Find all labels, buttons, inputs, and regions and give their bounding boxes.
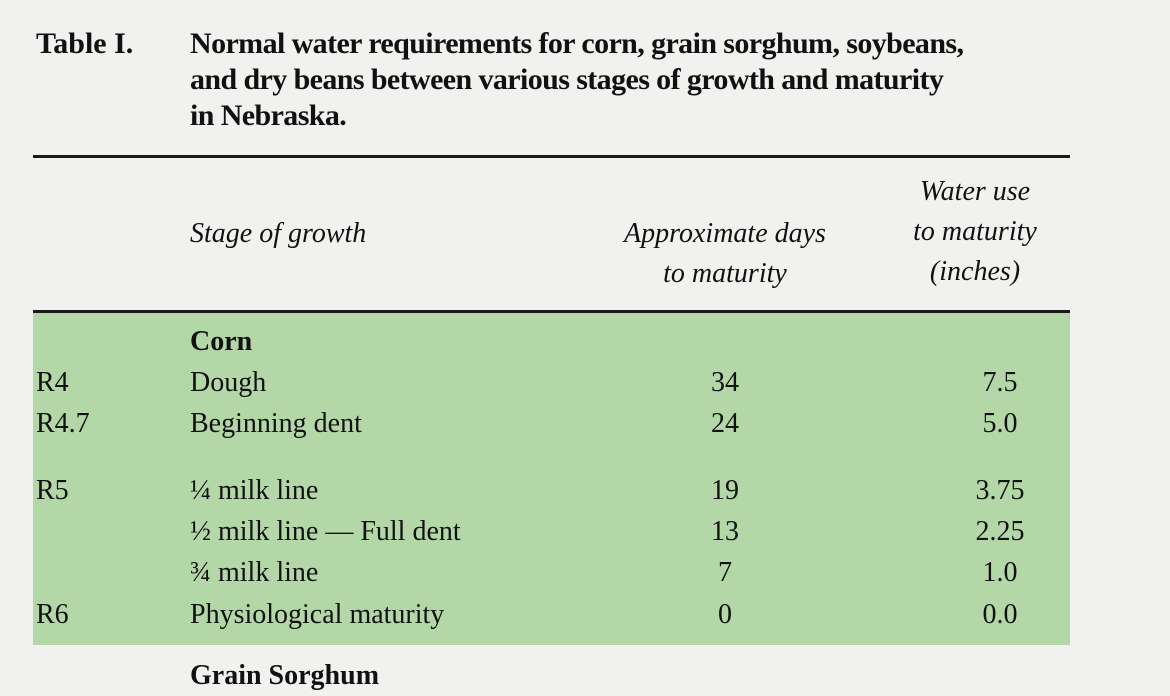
water-value: 5.0 [982, 408, 1018, 439]
next-group-title-partial: Grain Sorghum [190, 660, 380, 691]
group-title: Corn [190, 326, 253, 357]
days-value: 13 [711, 516, 739, 547]
table-caption-label: Table I. [36, 27, 134, 60]
table-row: R4.7 Beginning dent 24 5.0 [0, 403, 1170, 445]
header-stage: Stage of growth [190, 218, 367, 249]
table-row: R4 Dough 34 7.5 [0, 362, 1170, 404]
stage-name: Physiological maturity [190, 599, 445, 630]
stage-name: ¾ milk line [190, 557, 319, 588]
stage-name: ½ milk line — Full dent [190, 516, 461, 547]
stage-name: Dough [190, 367, 267, 398]
header-water: Water use to maturity (inches) [880, 172, 1070, 292]
stage-name: ¼ milk line [190, 475, 319, 506]
water-value: 3.75 [975, 475, 1025, 506]
water-value: 1.0 [982, 557, 1018, 588]
stage-code: R4.7 [36, 408, 90, 439]
header-days-line: to maturity [663, 258, 787, 289]
table-row: ¾ milk line 7 1.0 [0, 552, 1170, 594]
table-row: R6 Physiological maturity 0 0.0 [0, 594, 1170, 636]
days-value: 7 [718, 557, 732, 588]
header-days: Approximate days to maturity [580, 214, 870, 294]
stage-code: R5 [36, 475, 69, 506]
table-caption: Normal water requirements for corn, grai… [190, 26, 1090, 134]
stage-code: R4 [36, 367, 69, 398]
header-water-line: to maturity [913, 216, 1037, 247]
water-value: 7.5 [982, 367, 1018, 398]
group-header-row: Corn [0, 321, 1170, 363]
days-value: 0 [718, 599, 732, 630]
header-rule [33, 310, 1070, 313]
header-water-line: Water use [919, 176, 1031, 207]
corn-section-band [33, 313, 1070, 645]
stage-name: Beginning dent [190, 408, 362, 439]
table-row: ½ milk line — Full dent 13 2.25 [0, 511, 1170, 553]
stage-code: R6 [36, 599, 69, 630]
days-value: 19 [711, 475, 739, 506]
water-value: 2.25 [975, 516, 1025, 547]
caption-line: and dry beans between various stages of … [190, 63, 944, 96]
header-days-line: Approximate days [624, 218, 826, 249]
caption-line: Normal water requirements for corn, grai… [190, 27, 964, 60]
caption-line: in Nebraska. [190, 99, 347, 132]
top-rule [33, 155, 1070, 158]
water-value: 0.0 [982, 599, 1018, 630]
header-water-line: (inches) [929, 256, 1021, 287]
days-value: 24 [711, 408, 739, 439]
table-row: R5 ¼ milk line 19 3.75 [0, 470, 1170, 512]
days-value: 34 [711, 367, 739, 398]
